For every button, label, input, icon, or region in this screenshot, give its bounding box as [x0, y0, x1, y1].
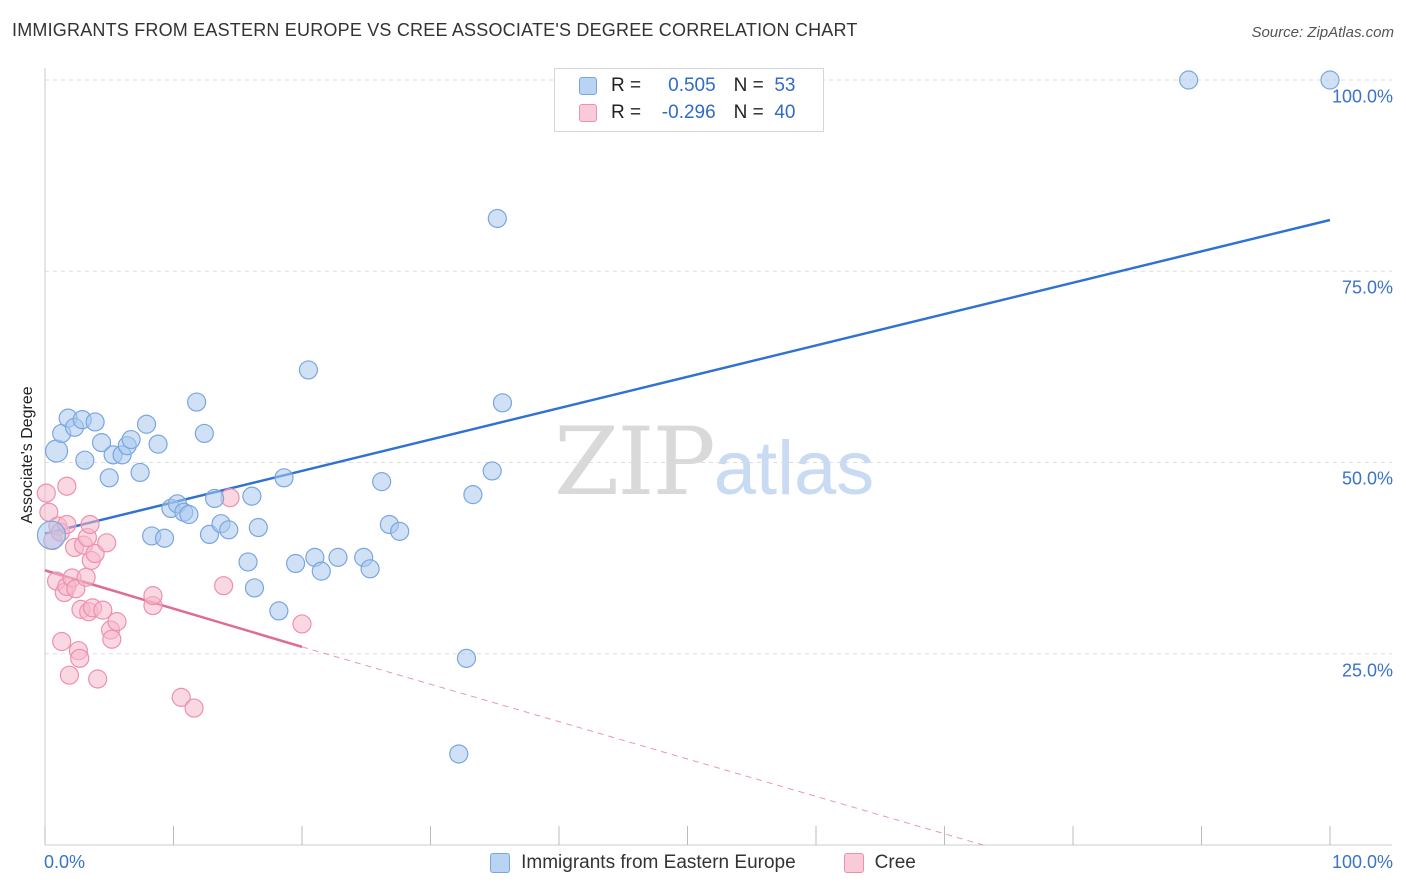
r-label: R = [611, 75, 642, 96]
cree-point-31 [107, 612, 127, 632]
eastern-europe-point-24 [194, 423, 214, 444]
eastern-europe-point-39 [328, 547, 348, 567]
eastern-europe-point-22 [179, 504, 199, 525]
source-label: Source: ZipAtlas.com [1251, 24, 1394, 41]
eastern-europe-point-34 [269, 601, 289, 621]
y-tick-label-25: 25.0% [1341, 660, 1393, 681]
eastern-europe-point-15 [136, 414, 157, 434]
cree-point-38 [292, 614, 312, 634]
cree-point-26 [88, 669, 108, 689]
y-tick-label-100: 100.0% [1331, 86, 1393, 107]
chart-title: IMMIGRANTS FROM EASTERN EUROPE VS CREE A… [12, 20, 858, 40]
legend-swatch-blue [490, 853, 511, 873]
eastern-europe-point-38 [311, 561, 331, 581]
cree-point-30 [102, 629, 122, 649]
axes [44, 68, 1392, 846]
eastern-europe-point-6 [75, 450, 95, 470]
eastern-europe-point-49 [487, 208, 507, 229]
n-label: N = [733, 75, 764, 96]
n-value-cree: 40 [774, 102, 796, 123]
legend-label-cree: Cree [874, 852, 916, 873]
legend-item-cree[interactable]: Cree [843, 852, 916, 874]
eastern-europe-point-30 [242, 486, 262, 506]
eastern-europe-point-52 [1320, 70, 1340, 90]
eastern-europe-point-26 [205, 488, 225, 509]
eastern-europe-point-28 [219, 520, 239, 540]
eastern-europe-point-42 [372, 472, 392, 492]
stats-swatch-pink [579, 104, 597, 122]
cree-point-16 [70, 648, 90, 668]
legend-label-eastern-europe: Immigrants from Eastern Europe [521, 852, 796, 873]
y-tick-label-50: 50.0% [1341, 468, 1393, 489]
eastern-europe-point-7 [85, 412, 105, 432]
eastern-europe-point-14 [130, 462, 150, 483]
x-tick-label-max: 100.0% [1331, 852, 1393, 872]
cree-point-35 [184, 698, 204, 718]
r-value-eastern-europe: 0.505 [668, 75, 716, 96]
cree-points [36, 476, 312, 718]
cree-point-11 [59, 665, 80, 685]
cree-point-22 [80, 514, 100, 535]
r-label: R = [611, 102, 642, 123]
eastern-europe-point-0 [36, 520, 67, 550]
cree-point-34 [171, 687, 191, 707]
eastern-europe-point-46 [456, 648, 477, 668]
eastern-europe-point-48 [482, 461, 502, 481]
eastern-europe-point-33 [274, 468, 294, 488]
stats-box: R = 0.505 N = 53 R = -0.296 N = 40 [554, 68, 824, 132]
watermark: ZIPatlas [554, 408, 874, 517]
y-tick-label-75: 75.0% [1341, 277, 1393, 298]
legend-item-eastern-europe[interactable]: Immigrants from Eastern Europe [490, 852, 796, 874]
eastern-europe-point-18 [154, 528, 175, 548]
legend: Immigrants from Eastern Europe Cree [0, 852, 1406, 874]
stats-swatch-blue [579, 77, 597, 95]
eastern-europe-point-13 [121, 429, 141, 450]
stats-row-cree: R = -0.296 N = 40 [579, 100, 795, 126]
eastern-europe-point-51 [1179, 70, 1199, 90]
eastern-europe-point-41 [360, 559, 380, 579]
eastern-europe-point-47 [463, 485, 483, 505]
n-value-eastern-europe: 53 [774, 75, 796, 96]
eastern-europe-point-23 [187, 392, 207, 412]
cree-point-28 [97, 533, 117, 553]
eastern-europe-point-32 [244, 578, 265, 598]
eastern-europe-point-50 [492, 393, 513, 413]
cree-point-10 [57, 476, 77, 496]
trend-line-cree-extension [301, 646, 984, 846]
cree-point-33 [143, 586, 163, 606]
stats-row-eastern-europe: R = 0.505 N = 53 [579, 73, 795, 99]
cree-point-36 [214, 576, 234, 596]
eastern-europe-point-35 [285, 553, 306, 574]
cree-point-19 [76, 567, 96, 587]
eastern-europe-point-8 [91, 433, 112, 453]
eastern-europe-point-31 [248, 517, 268, 538]
trend-line-eastern-europe [44, 218, 1331, 535]
n-label: N = [733, 102, 764, 123]
eastern-europe-point-29 [238, 552, 258, 572]
cree-point-6 [52, 631, 72, 652]
eastern-europe-point-17 [148, 434, 168, 454]
eastern-europe-point-9 [99, 468, 119, 488]
watermark-atlas: atlas [713, 426, 875, 511]
cree-point-0 [36, 483, 56, 503]
eastern-europe-point-36 [298, 360, 319, 380]
cree-point-27 [93, 600, 113, 620]
eastern-europe-point-44 [390, 521, 410, 541]
eastern-europe-point-1 [44, 439, 69, 463]
eastern-europe-points [36, 70, 1340, 764]
legend-swatch-pink [843, 853, 864, 873]
x-tick-label-min: 0.0% [44, 852, 86, 872]
eastern-europe-point-45 [449, 744, 469, 764]
y-axis-label: Associate's Degree [19, 386, 36, 524]
r-value-cree: -0.296 [661, 102, 716, 123]
